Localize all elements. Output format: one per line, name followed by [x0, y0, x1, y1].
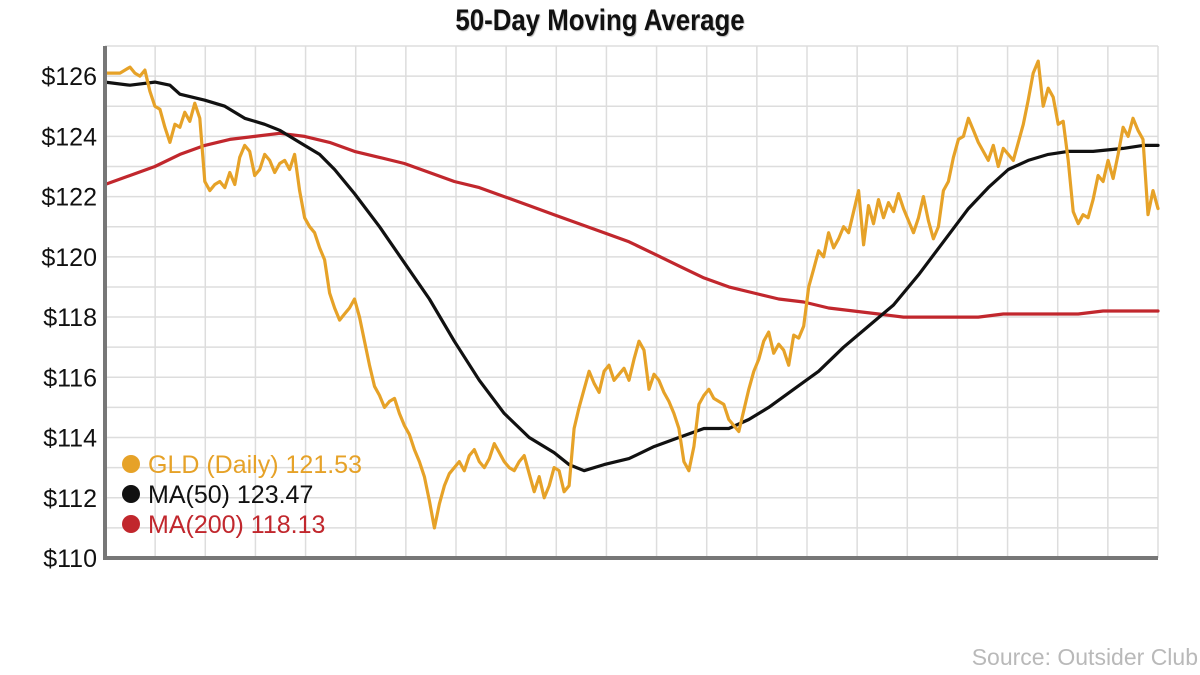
- series-line-gld-daily: [103, 59, 1160, 530]
- series-lines: [103, 59, 1160, 530]
- legend-marker: [122, 515, 140, 533]
- y-tick-label: $126: [41, 63, 97, 91]
- series-line-ma-200: [103, 131, 1160, 319]
- y-tick-label: $120: [41, 244, 97, 272]
- legend-label: GLD (Daily) 121.53: [148, 451, 362, 479]
- legend-label: MA(50) 123.47: [148, 481, 313, 509]
- y-tick-label: $124: [41, 123, 97, 151]
- axes: [103, 46, 1158, 560]
- legend-marker: [122, 455, 140, 473]
- chart-title: 50-Day Moving Average: [455, 4, 745, 37]
- y-tick-label: $112: [43, 485, 97, 513]
- source-note: Source: Outsider Club: [971, 644, 1198, 670]
- y-tick-label: $122: [41, 184, 97, 212]
- legend-marker: [122, 485, 140, 503]
- y-tick-label: $118: [43, 304, 97, 332]
- y-tick-label: $116: [43, 364, 97, 392]
- y-tick-labels: $110 $112 $114 $116 $118 $120 $122 $124 $126: [41, 63, 97, 573]
- legend-label: MA(200) 118.13: [148, 511, 325, 539]
- series-line-ma-50: [103, 80, 1160, 473]
- y-tick-label: $110: [43, 545, 97, 573]
- y-tick-label: $114: [43, 425, 97, 453]
